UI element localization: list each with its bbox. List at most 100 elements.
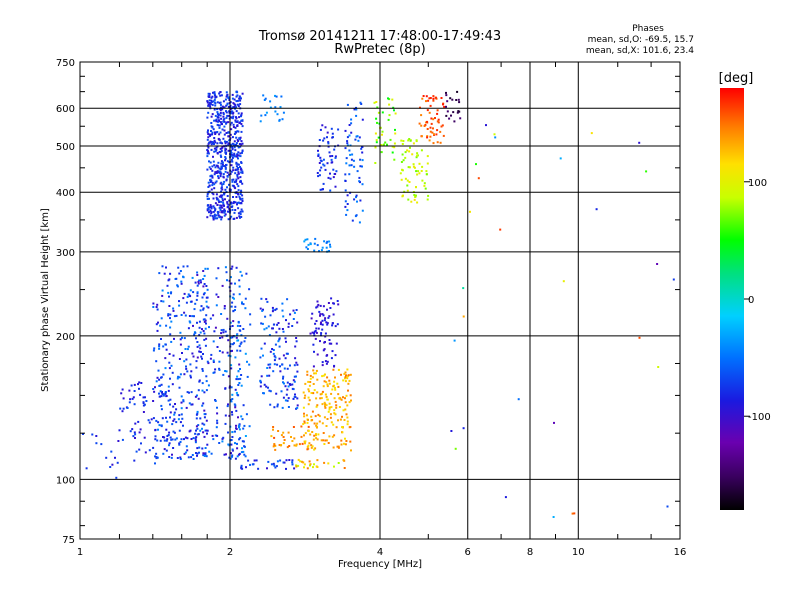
data-point (292, 318, 295, 320)
data-point (308, 442, 311, 445)
data-point (406, 179, 409, 182)
data-point (232, 166, 235, 169)
data-point (220, 160, 223, 163)
data-point (194, 302, 197, 305)
data-point (296, 406, 299, 409)
data-point (217, 116, 220, 119)
data-point (231, 265, 234, 268)
data-point (230, 170, 233, 173)
data-point (361, 151, 364, 154)
data-point (228, 207, 231, 210)
data-point (231, 136, 234, 139)
data-point (404, 177, 407, 180)
data-point (280, 95, 283, 98)
data-point (221, 183, 224, 186)
data-point (349, 191, 352, 194)
data-point (198, 350, 201, 353)
data-point (222, 331, 225, 334)
data-point (638, 141, 641, 144)
data-point (420, 149, 423, 152)
data-point (227, 339, 230, 342)
data-point (325, 246, 328, 249)
data-point (287, 406, 290, 408)
data-point (185, 367, 188, 370)
data-point (315, 331, 318, 334)
data-point (239, 342, 242, 345)
data-point (263, 383, 266, 386)
data-point (231, 455, 233, 458)
data-point (294, 357, 297, 360)
data-point (394, 112, 397, 115)
data-point (307, 444, 310, 447)
data-point (228, 139, 231, 142)
data-point (297, 458, 300, 461)
data-point (220, 196, 223, 199)
data-point (218, 107, 221, 110)
data-point (424, 187, 427, 190)
data-point (346, 140, 349, 143)
data-point (517, 398, 520, 401)
data-point (230, 164, 233, 167)
data-point (346, 420, 349, 423)
data-point (177, 375, 180, 378)
data-point (240, 341, 243, 344)
data-point (234, 187, 237, 190)
data-point (208, 197, 210, 200)
data-point (206, 443, 209, 446)
data-point (429, 126, 432, 129)
data-point (321, 422, 324, 425)
data-point (236, 183, 239, 186)
data-point (251, 463, 254, 466)
data-point (408, 150, 411, 153)
data-point (236, 124, 239, 127)
data-point (117, 440, 120, 442)
data-point (225, 91, 228, 94)
data-point (235, 266, 238, 269)
data-point (173, 418, 176, 421)
data-point (183, 292, 186, 295)
data-point (272, 428, 274, 431)
data-point (204, 453, 207, 455)
data-point (354, 138, 357, 141)
data-point (216, 210, 219, 213)
data-point (144, 396, 146, 399)
data-point (277, 322, 280, 324)
data-point (296, 370, 299, 373)
data-point (239, 166, 241, 168)
data-point (199, 417, 202, 420)
data-point (206, 155, 209, 158)
data-point (278, 119, 281, 122)
data-point (317, 175, 320, 178)
data-point (343, 419, 346, 421)
data-point (155, 419, 158, 422)
data-point (295, 340, 298, 343)
data-point (241, 302, 243, 305)
data-point (231, 393, 234, 396)
data-point (328, 151, 331, 154)
data-point (132, 435, 135, 438)
data-point (171, 423, 174, 426)
data-point (206, 138, 209, 141)
data-point (322, 163, 325, 166)
data-point (180, 401, 183, 404)
data-point (286, 388, 289, 391)
data-point (201, 296, 204, 299)
data-point (222, 137, 225, 140)
data-point (169, 411, 172, 414)
data-point (197, 282, 200, 285)
data-point (228, 456, 231, 459)
data-point (161, 265, 164, 268)
data-point (434, 117, 436, 119)
data-point (158, 384, 161, 387)
data-point (244, 435, 247, 437)
data-point (269, 100, 272, 103)
data-point (320, 397, 323, 400)
data-point (340, 373, 342, 376)
data-point (239, 437, 242, 440)
data-point (406, 189, 409, 192)
data-point (232, 196, 234, 198)
data-point (305, 414, 308, 417)
data-point (220, 194, 222, 197)
data-point (277, 340, 280, 343)
data-point (295, 407, 298, 410)
